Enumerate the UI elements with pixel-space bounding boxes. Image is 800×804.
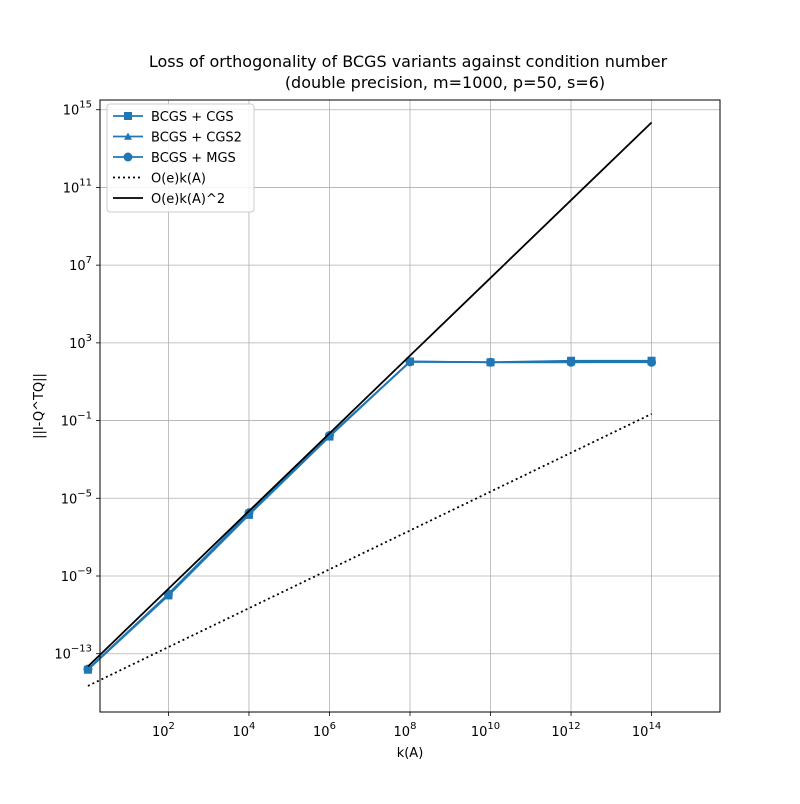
y-tick-exponent: −5	[77, 488, 92, 499]
series-line	[87, 121, 653, 668]
x-tick-exponent: 4	[249, 721, 255, 732]
y-tick-base: 10	[61, 570, 78, 585]
y-tick-exponent: 15	[79, 100, 92, 111]
legend-label: BCGS + CGS	[151, 110, 234, 125]
marker-circle	[123, 152, 133, 162]
legend-box	[106, 103, 255, 213]
y-tick-exponent: −1	[77, 411, 92, 422]
grid	[100, 100, 720, 712]
y-tick-exponent: −13	[71, 644, 92, 655]
y-tick-base: 10	[63, 104, 80, 119]
series-line	[87, 360, 652, 670]
legend-item: O(e)k(A)^2	[113, 192, 225, 207]
y-tick-label: 1015	[63, 100, 92, 119]
marker-circle	[83, 664, 93, 674]
marker-circle	[486, 357, 496, 367]
x-tick-exponent: 6	[330, 721, 336, 732]
legend-item: BCGS + MGS	[113, 151, 236, 166]
marker-circle	[405, 357, 415, 367]
y-tick-exponent: 7	[86, 255, 92, 266]
legend-label: O(e)k(A)^2	[151, 192, 225, 207]
y-tick-label: 107	[69, 255, 92, 274]
legend-item: BCGS + CGS2	[113, 131, 242, 146]
marker-circle	[244, 508, 254, 518]
y-tick-base: 10	[63, 181, 80, 196]
x-axis-label: k(A)	[397, 746, 424, 761]
y-tick-label: 10−9	[61, 566, 92, 585]
series-5	[87, 121, 653, 668]
y-tick-label: 1011	[63, 177, 92, 196]
y-tick-exponent: 11	[79, 177, 92, 188]
y-tick-exponent: −9	[77, 566, 92, 577]
chart-title-line1: Loss of orthogonality of BCGS variants a…	[149, 52, 668, 71]
x-tick-exponent: 10	[487, 721, 500, 732]
series-3	[83, 357, 657, 674]
legend-label: BCGS + MGS	[151, 151, 236, 166]
x-tick-exponent: 12	[568, 721, 581, 732]
marker-circle	[324, 431, 334, 441]
x-tick-exponent: 2	[169, 721, 175, 732]
y-tick-exponent: 3	[86, 333, 92, 344]
y-tick-base: 10	[61, 415, 78, 430]
y-tick-base: 10	[54, 648, 71, 663]
x-tick-exponent: 14	[648, 721, 661, 732]
y-tick-base: 10	[61, 492, 78, 507]
y-tick-label: 103	[69, 333, 92, 352]
legend-label: BCGS + CGS2	[151, 131, 242, 146]
series-layer	[83, 121, 657, 687]
x-tick-exponent: 8	[410, 721, 416, 732]
series-line	[87, 413, 652, 687]
marker-triangle	[124, 132, 132, 140]
legend-item: O(e)k(A)	[113, 172, 206, 187]
y-tick-label: 10−1	[61, 411, 92, 430]
legend-label: O(e)k(A)	[151, 172, 206, 187]
marker-square	[124, 112, 132, 120]
y-axis-label: ||I-Q^TQ||	[32, 373, 47, 439]
y-tick-base: 10	[69, 337, 86, 352]
legend: BCGS + CGS BCGS + CGS2 BCGS + MGS O(e)k(A) O…	[106, 103, 255, 213]
legend-item: BCGS + CGS	[113, 110, 234, 125]
y-tick-label: 10−13	[54, 644, 92, 663]
series-4	[87, 413, 652, 687]
y-tick-label: 10−5	[61, 488, 92, 507]
chart-title-line2: (double precision, m=1000, p=50, s=6)	[285, 73, 605, 92]
marker-circle	[647, 357, 657, 367]
y-tick-base: 10	[69, 259, 86, 274]
marker-circle	[566, 357, 576, 367]
